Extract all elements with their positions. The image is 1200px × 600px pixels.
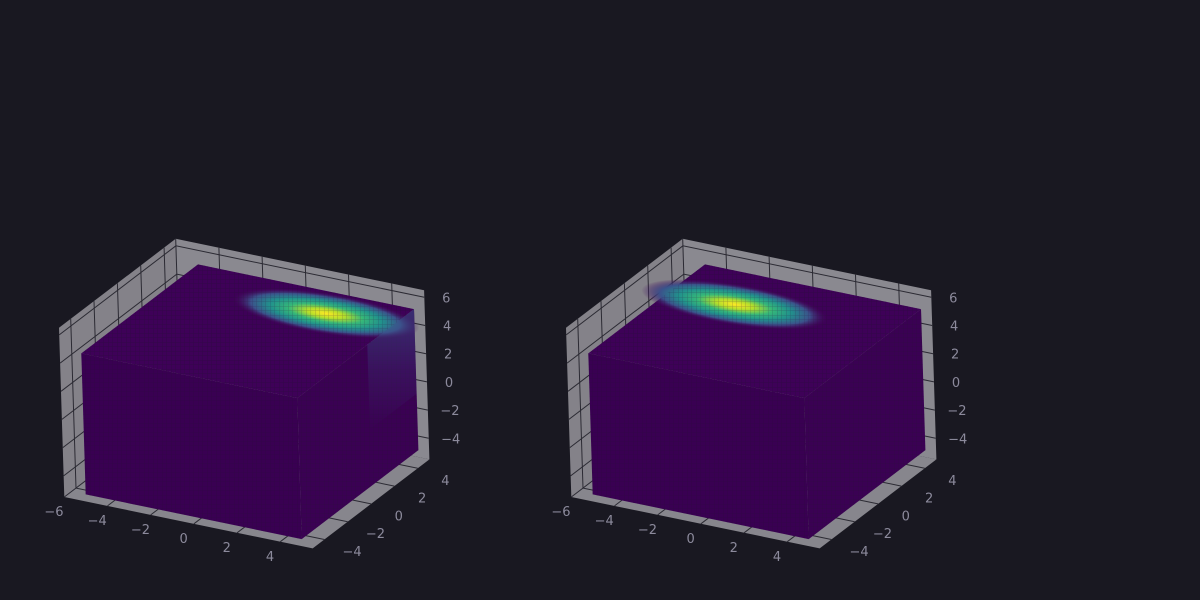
y-tick-label: 4 <box>948 474 956 489</box>
x-tick-label: −6 <box>551 505 570 520</box>
x-tick-label: −4 <box>88 514 107 529</box>
y-tick-label: 0 <box>395 509 403 524</box>
z-tick-label: 6 <box>442 291 450 306</box>
gridline-z <box>58 245 425 336</box>
x-tick-label: −6 <box>44 505 63 520</box>
voxel-texture-front <box>588 353 809 540</box>
voxel-edge-glow <box>367 309 417 430</box>
z-tick-label: 4 <box>950 320 958 335</box>
y-tick-label: −2 <box>873 527 892 542</box>
z-tick-label: −4 <box>441 432 460 447</box>
x-tick-label: −2 <box>638 523 657 538</box>
y-tick-label: −4 <box>343 545 362 560</box>
y-tick-label: −4 <box>850 545 869 560</box>
y-tick-label: −2 <box>366 527 385 542</box>
x-tick-label: 2 <box>223 541 231 556</box>
x-tick-label: −2 <box>131 523 150 538</box>
z-tick-label: 0 <box>445 376 453 391</box>
x-tick-label: 4 <box>266 550 274 565</box>
z-tick-label: 6 <box>949 291 957 306</box>
z-tick-label: −4 <box>948 432 967 447</box>
voxel-texture-top-overlay <box>81 264 415 399</box>
y-tick-label: 2 <box>418 492 426 507</box>
z-tick-label: 2 <box>951 348 959 363</box>
voxel-texture-front <box>81 353 302 540</box>
x-tick-label: 2 <box>730 541 738 556</box>
y-tick-label: 2 <box>925 492 933 507</box>
x-tick-label: 0 <box>179 532 187 547</box>
gridline-z <box>565 245 932 336</box>
z-tick-label: 2 <box>444 348 452 363</box>
z-tick-label: −2 <box>440 404 459 419</box>
x-tick-label: 4 <box>773 550 781 565</box>
x-tick-label: 0 <box>686 532 694 547</box>
z-tick-label: 0 <box>952 376 960 391</box>
z-tick-label: −2 <box>947 404 966 419</box>
z-tick-label: 4 <box>443 320 451 335</box>
voxel-texture-top-overlay <box>588 264 921 399</box>
x-tick-label: −4 <box>595 514 614 529</box>
y-tick-label: 0 <box>902 509 910 524</box>
y-tick-label: 4 <box>441 474 449 489</box>
voxel-texture-side <box>804 309 926 540</box>
